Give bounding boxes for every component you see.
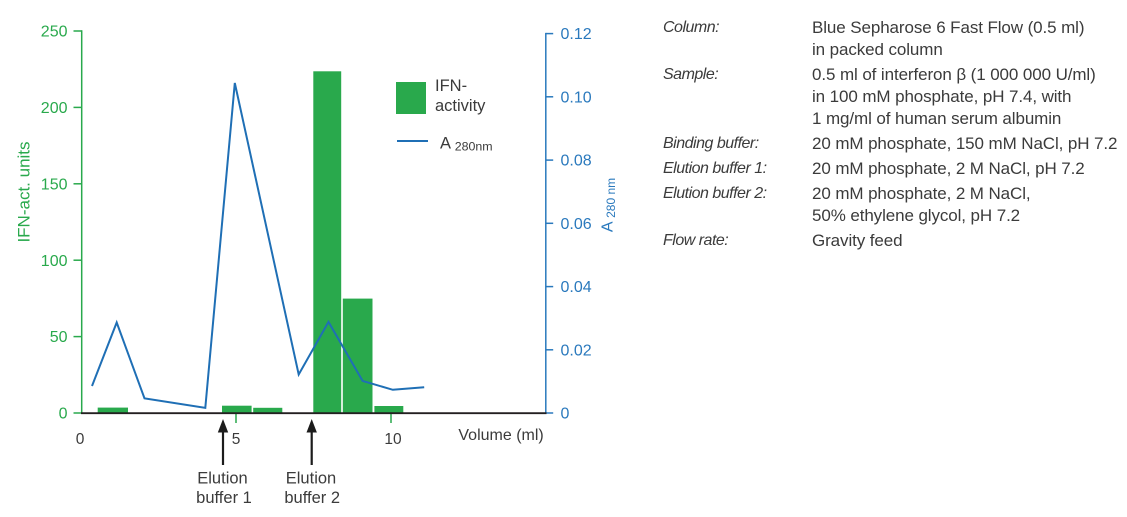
svg-text:0: 0 xyxy=(59,406,68,423)
svg-text:0.06: 0.06 xyxy=(561,216,592,233)
svg-text:buffer 1: buffer 1 xyxy=(196,489,252,507)
svg-text:100: 100 xyxy=(41,253,68,270)
svg-text:Elution: Elution xyxy=(197,470,247,488)
svg-text:150: 150 xyxy=(41,176,68,193)
svg-text:IFN-: IFN- xyxy=(435,77,467,95)
svg-text:IFN-act. units: IFN-act. units xyxy=(15,141,34,242)
svg-text:0: 0 xyxy=(76,431,85,448)
svg-text:0.12: 0.12 xyxy=(561,26,592,43)
svg-text:activity: activity xyxy=(435,97,486,115)
svg-text:5: 5 xyxy=(232,431,241,448)
svg-text:Elution: Elution xyxy=(286,470,336,488)
svg-text:A 280nm: A 280nm xyxy=(440,135,493,154)
svg-text:0: 0 xyxy=(561,406,570,423)
svg-text:A 280 nm: A 280 nm xyxy=(600,178,619,232)
svg-text:0.02: 0.02 xyxy=(561,342,592,359)
svg-text:buffer 2: buffer 2 xyxy=(284,489,340,507)
svg-text:50: 50 xyxy=(50,329,68,346)
svg-text:200: 200 xyxy=(41,100,68,117)
svg-text:0.08: 0.08 xyxy=(561,153,592,170)
svg-text:0.04: 0.04 xyxy=(561,279,592,296)
svg-text:10: 10 xyxy=(384,431,402,448)
svg-text:250: 250 xyxy=(41,24,68,41)
svg-text:Volume (ml): Volume (ml) xyxy=(458,427,543,444)
svg-text:0.10: 0.10 xyxy=(561,89,592,106)
